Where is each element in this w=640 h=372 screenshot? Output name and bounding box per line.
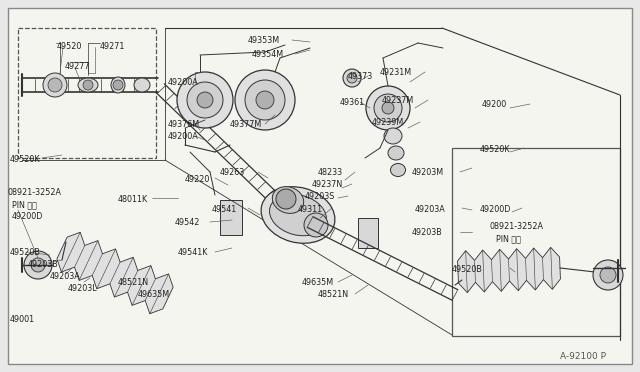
Text: 49203B: 49203B xyxy=(412,228,443,237)
Text: 48521N: 48521N xyxy=(318,290,349,299)
Text: 48011K: 48011K xyxy=(118,195,148,204)
Text: 49520: 49520 xyxy=(57,42,83,51)
Circle shape xyxy=(197,92,213,108)
Bar xyxy=(220,200,242,235)
Circle shape xyxy=(304,213,328,237)
Text: 49377M: 49377M xyxy=(230,120,262,129)
Text: 49200A: 49200A xyxy=(168,78,199,87)
Text: 49353M: 49353M xyxy=(248,36,280,45)
Text: 49203B: 49203B xyxy=(28,260,59,269)
Text: 49203S: 49203S xyxy=(305,192,335,201)
Bar xyxy=(358,218,378,248)
Text: 49237N: 49237N xyxy=(312,180,343,189)
Text: 08921-3252A: 08921-3252A xyxy=(490,222,544,231)
Ellipse shape xyxy=(384,128,402,144)
Text: 08921-3252A: 08921-3252A xyxy=(8,188,62,197)
Ellipse shape xyxy=(388,146,404,160)
Text: 49542: 49542 xyxy=(175,218,200,227)
Ellipse shape xyxy=(343,69,361,87)
Text: 49001: 49001 xyxy=(10,315,35,324)
Polygon shape xyxy=(57,232,173,314)
Ellipse shape xyxy=(269,194,326,236)
Text: A-92100 P: A-92100 P xyxy=(560,352,606,361)
Circle shape xyxy=(187,82,223,118)
Circle shape xyxy=(374,94,402,122)
Text: 49203L: 49203L xyxy=(68,284,98,293)
Circle shape xyxy=(245,80,285,120)
Text: 48521N: 48521N xyxy=(118,278,149,287)
Text: 49203A: 49203A xyxy=(415,205,445,214)
Circle shape xyxy=(177,72,233,128)
Circle shape xyxy=(366,86,410,130)
Text: 49635M: 49635M xyxy=(302,278,334,287)
Text: 49520K: 49520K xyxy=(480,145,511,154)
Polygon shape xyxy=(458,247,561,293)
Text: 49200A: 49200A xyxy=(168,132,199,141)
Text: 49200: 49200 xyxy=(482,100,508,109)
Text: 49520K: 49520K xyxy=(10,155,40,164)
Ellipse shape xyxy=(111,77,125,93)
Ellipse shape xyxy=(134,78,150,92)
Bar xyxy=(452,148,620,336)
Text: 49354M: 49354M xyxy=(252,50,284,59)
Text: 48233: 48233 xyxy=(318,168,343,177)
Ellipse shape xyxy=(261,187,335,243)
Text: 49203A: 49203A xyxy=(50,272,81,281)
Text: 49376M: 49376M xyxy=(168,120,200,129)
Circle shape xyxy=(24,251,52,279)
Circle shape xyxy=(382,102,394,114)
Text: 49200D: 49200D xyxy=(12,212,44,221)
Circle shape xyxy=(43,73,67,97)
Text: PIN ピン: PIN ピン xyxy=(496,234,521,243)
Ellipse shape xyxy=(390,164,406,176)
Text: 49237M: 49237M xyxy=(382,96,414,105)
Text: 49311: 49311 xyxy=(298,205,323,214)
Text: 49271: 49271 xyxy=(100,42,125,51)
Circle shape xyxy=(276,189,296,209)
Ellipse shape xyxy=(347,73,357,83)
Circle shape xyxy=(113,80,123,90)
Text: 49200D: 49200D xyxy=(480,205,511,214)
Text: 49231M: 49231M xyxy=(380,68,412,77)
Circle shape xyxy=(600,267,616,283)
Circle shape xyxy=(48,78,62,92)
Ellipse shape xyxy=(273,187,303,214)
Text: 49277: 49277 xyxy=(65,62,90,71)
Text: 49263: 49263 xyxy=(220,168,245,177)
Text: 49520B: 49520B xyxy=(452,265,483,274)
Circle shape xyxy=(31,258,45,272)
Text: 49239M: 49239M xyxy=(372,118,404,127)
Text: PIN ピン: PIN ピン xyxy=(12,200,37,209)
Circle shape xyxy=(256,91,274,109)
Text: 49541: 49541 xyxy=(212,205,237,214)
Text: 49635M: 49635M xyxy=(138,290,170,299)
Circle shape xyxy=(593,260,623,290)
Text: 49520B: 49520B xyxy=(10,248,41,257)
Text: 49373: 49373 xyxy=(348,72,373,81)
Text: 49220: 49220 xyxy=(185,175,211,184)
Text: 49361: 49361 xyxy=(340,98,365,107)
Ellipse shape xyxy=(78,78,98,92)
Circle shape xyxy=(235,70,295,130)
Circle shape xyxy=(83,80,93,90)
Text: 49541K: 49541K xyxy=(178,248,209,257)
Text: 49203M: 49203M xyxy=(412,168,444,177)
Bar xyxy=(18,28,156,158)
